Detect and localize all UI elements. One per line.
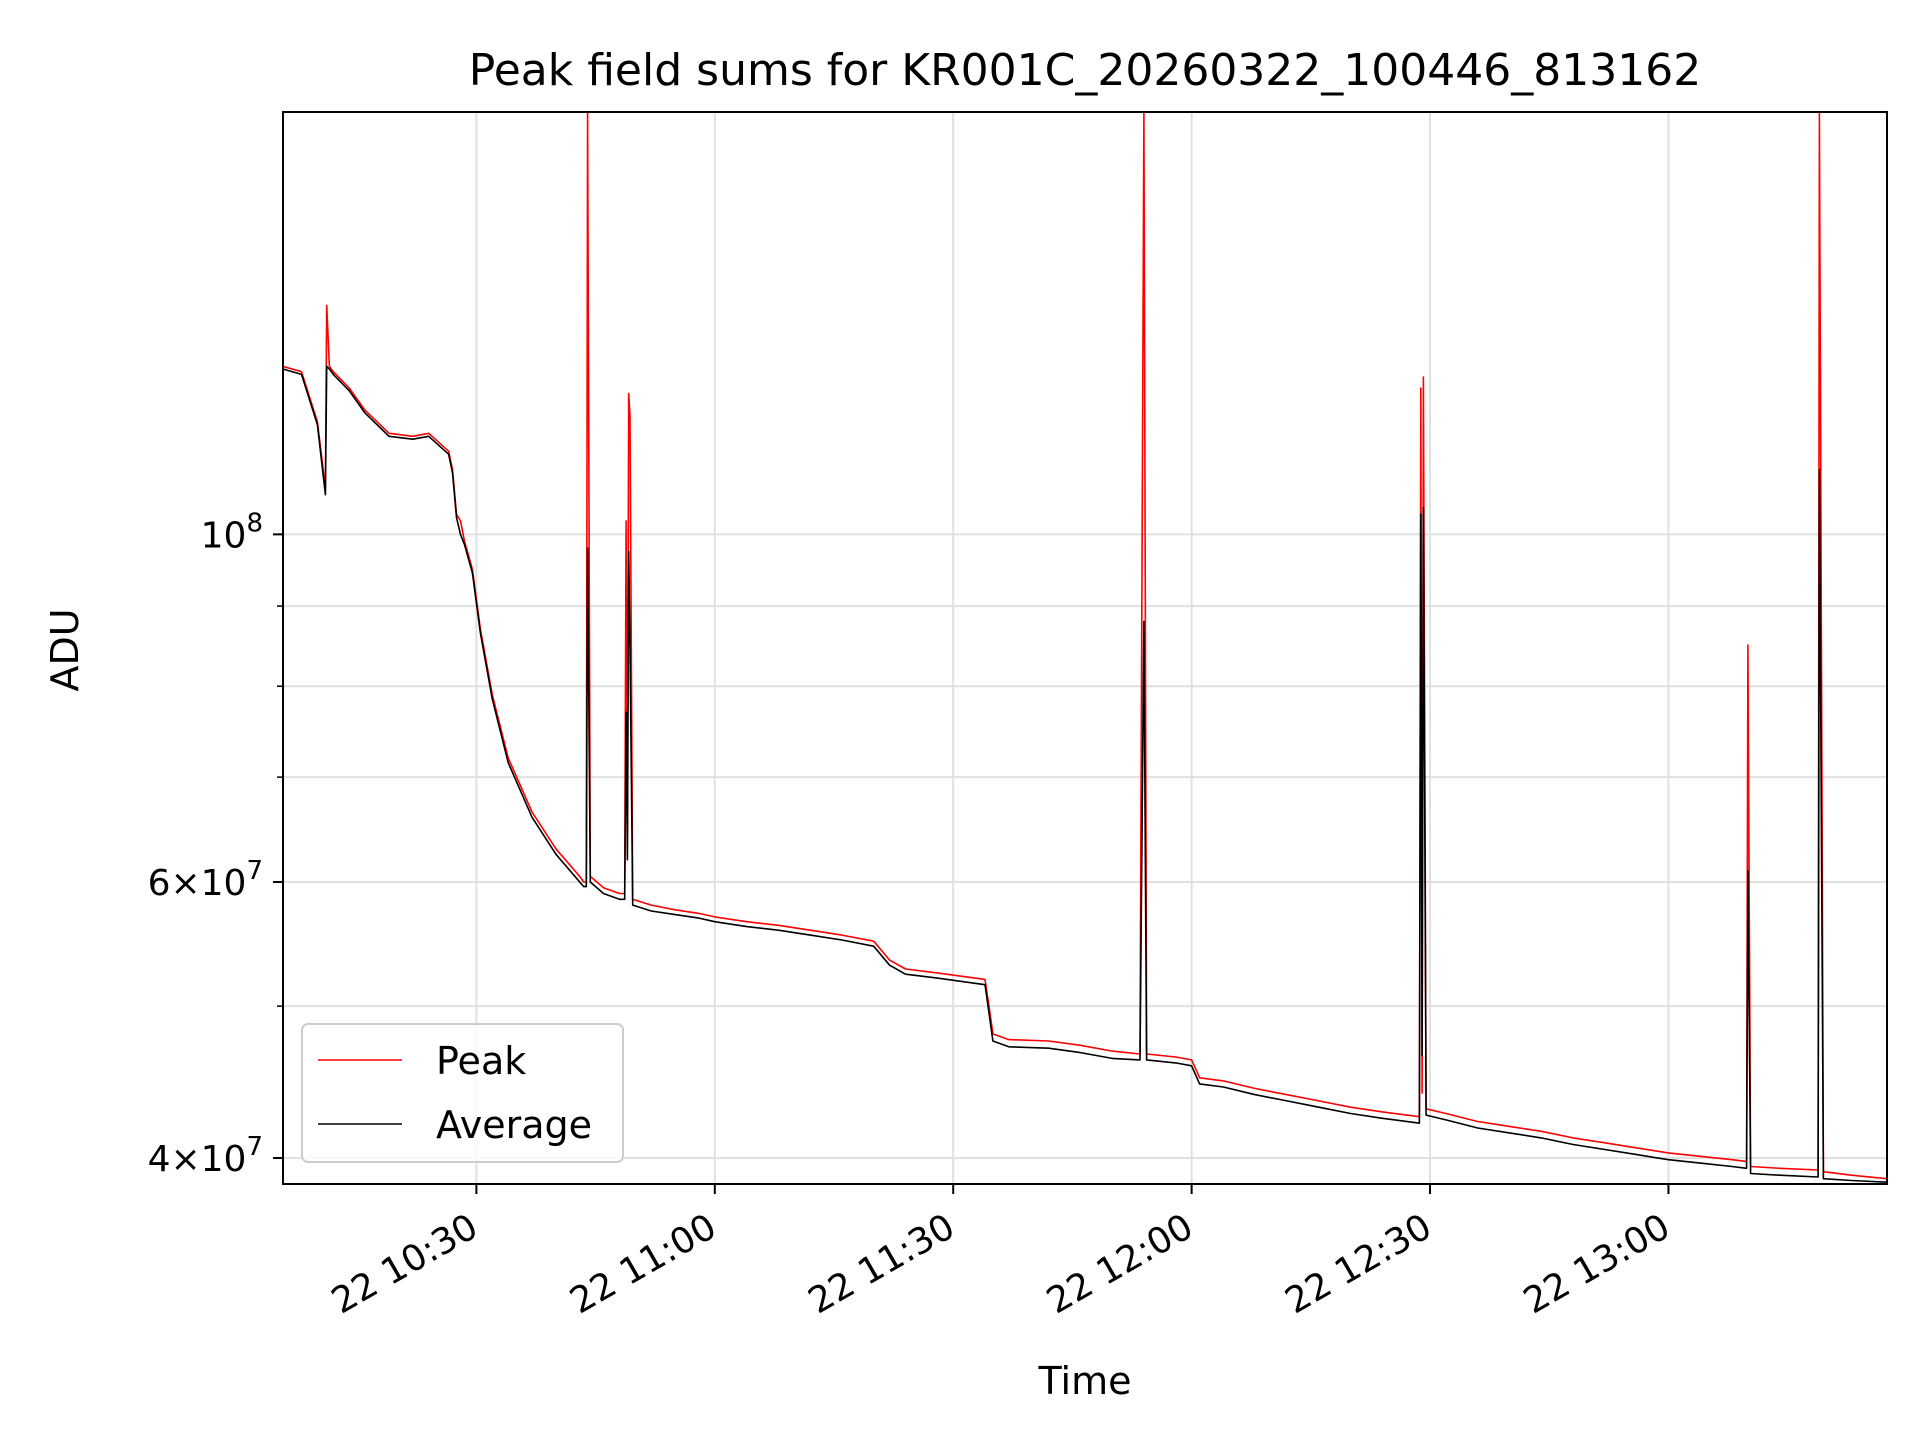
y-tick-base: 10 (201, 515, 247, 556)
series-line-average (283, 365, 1887, 1183)
y-tick-base: 4 (148, 1139, 171, 1180)
y-tick-exponent: 7 (246, 856, 263, 886)
grid-lines (283, 112, 1887, 1184)
legend: Peak Average (301, 1023, 624, 1163)
y-tick-label: 108 (201, 508, 263, 556)
legend-box (301, 1023, 624, 1163)
plot-frame (282, 111, 1888, 1185)
x-axis-label: Time (1038, 1359, 1132, 1403)
y-tick-exponent: 7 (246, 1132, 263, 1162)
y-tick-exponent: 8 (246, 508, 263, 538)
chart-title: Peak field sums for KR001C_20260322_1004… (469, 45, 1701, 96)
series-layer (283, 112, 1887, 1183)
y-tick-base: 6 (148, 863, 171, 904)
legend-label-peak: Peak (436, 1039, 526, 1083)
y-tick-label: 6×107 (148, 856, 263, 904)
y-tick-times-ten: ×10 (170, 863, 246, 904)
legend-label-average: Average (436, 1103, 592, 1147)
series-line-peak (283, 112, 1887, 1180)
y-tick-label: 4×107 (148, 1132, 263, 1180)
y-axis-label: ADU (43, 608, 87, 691)
y-tick-times-ten: ×10 (170, 1139, 246, 1180)
